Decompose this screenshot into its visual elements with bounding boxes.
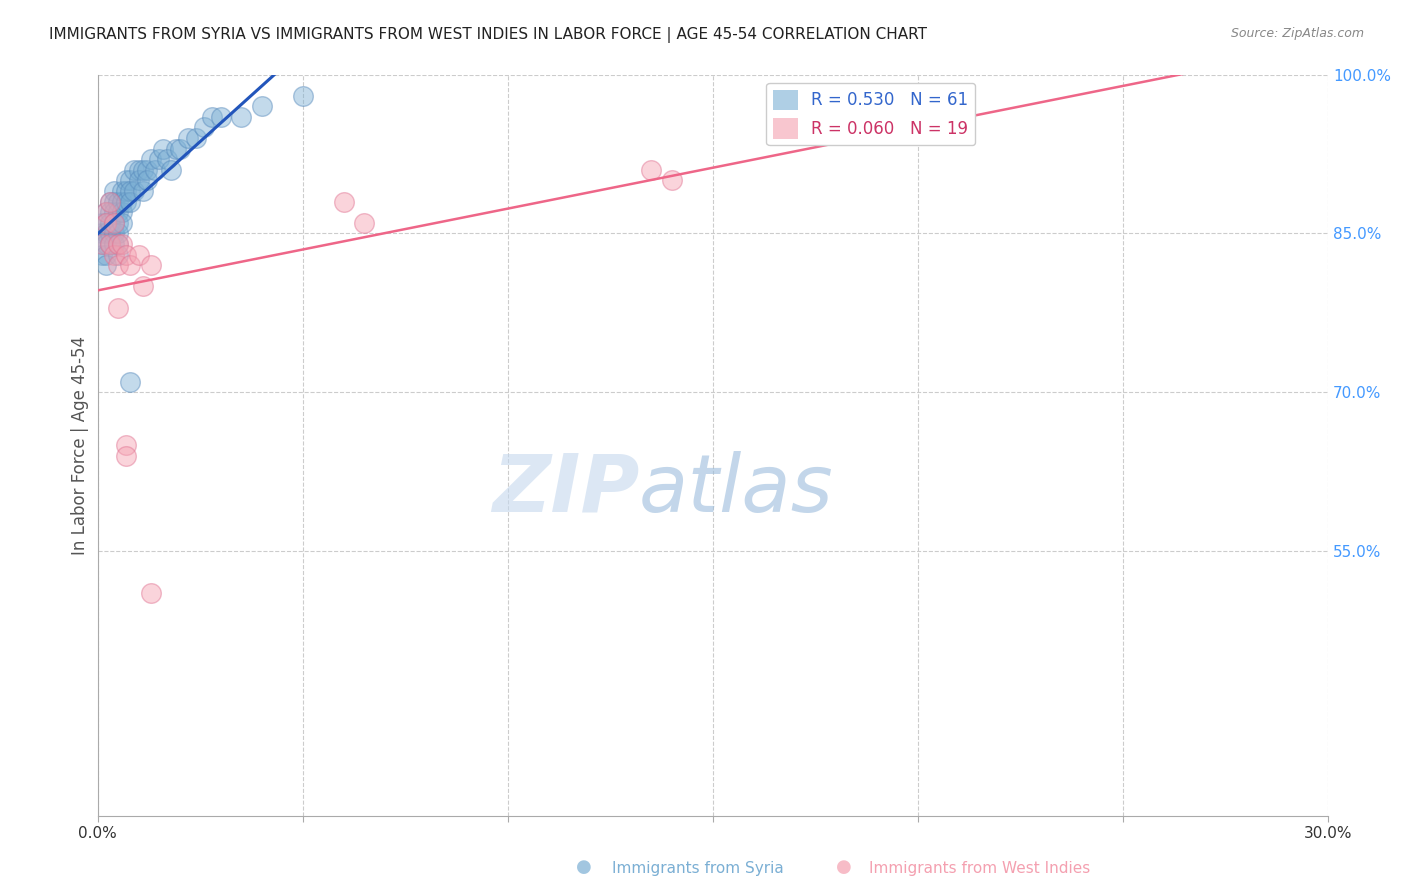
Point	[107, 205, 129, 219]
Point	[107, 247, 129, 261]
Point	[111, 237, 134, 252]
Point	[98, 216, 121, 230]
Point	[90, 247, 112, 261]
Point	[120, 184, 142, 198]
Point	[107, 258, 129, 272]
Point	[90, 237, 112, 252]
Point	[131, 279, 153, 293]
Point	[98, 194, 121, 209]
Point	[103, 216, 125, 230]
Point	[135, 173, 157, 187]
Point	[152, 142, 174, 156]
Point	[115, 438, 138, 452]
Point	[128, 247, 150, 261]
Point	[98, 237, 121, 252]
Text: IMMIGRANTS FROM SYRIA VS IMMIGRANTS FROM WEST INDIES IN LABOR FORCE | AGE 45-54 : IMMIGRANTS FROM SYRIA VS IMMIGRANTS FROM…	[49, 27, 927, 43]
Point	[250, 99, 273, 113]
Point	[107, 301, 129, 315]
Point	[90, 237, 112, 252]
Point	[115, 194, 138, 209]
Point	[111, 205, 134, 219]
Point	[332, 194, 354, 209]
Point	[94, 237, 117, 252]
Point	[98, 194, 121, 209]
Point	[120, 194, 142, 209]
Point	[184, 131, 207, 145]
Point	[291, 88, 314, 103]
Point	[231, 110, 253, 124]
Point	[120, 375, 142, 389]
Point	[640, 162, 662, 177]
Point	[111, 216, 134, 230]
Point	[115, 247, 138, 261]
Point	[115, 184, 138, 198]
Point	[98, 205, 121, 219]
Point	[107, 237, 129, 252]
Point	[160, 162, 183, 177]
Text: ●: ●	[835, 858, 852, 876]
Point	[107, 237, 129, 252]
Point	[90, 227, 112, 241]
Point	[120, 258, 142, 272]
Point	[98, 227, 121, 241]
Point	[94, 258, 117, 272]
Text: ZIP: ZIP	[492, 450, 638, 529]
Point	[124, 162, 146, 177]
Point	[148, 153, 170, 167]
Point	[103, 216, 125, 230]
Point	[103, 237, 125, 252]
Point	[139, 153, 162, 167]
Point	[94, 247, 117, 261]
Point	[94, 205, 117, 219]
Point	[193, 120, 215, 135]
Point	[131, 162, 153, 177]
Point	[177, 131, 200, 145]
Point	[94, 216, 117, 230]
Point	[107, 216, 129, 230]
Point	[115, 173, 138, 187]
Point	[135, 162, 157, 177]
Point	[98, 237, 121, 252]
Point	[107, 194, 129, 209]
Point	[103, 205, 125, 219]
Point	[128, 162, 150, 177]
Point	[169, 142, 191, 156]
Point	[111, 194, 134, 209]
Point	[156, 153, 179, 167]
Point	[94, 205, 117, 219]
Point	[131, 184, 153, 198]
Text: Immigrants from West Indies: Immigrants from West Indies	[869, 861, 1090, 876]
Text: atlas: atlas	[638, 450, 834, 529]
Point	[103, 227, 125, 241]
Point	[103, 247, 125, 261]
Point	[94, 216, 117, 230]
Point	[209, 110, 232, 124]
Point	[139, 586, 162, 600]
Point	[128, 173, 150, 187]
Point	[107, 227, 129, 241]
Point	[111, 184, 134, 198]
Point	[143, 162, 166, 177]
Legend: R = 0.530   N = 61, R = 0.060   N = 19: R = 0.530 N = 61, R = 0.060 N = 19	[766, 83, 976, 145]
Point	[165, 142, 187, 156]
Y-axis label: In Labor Force | Age 45-54: In Labor Force | Age 45-54	[72, 335, 89, 555]
Point	[201, 110, 224, 124]
Point	[139, 258, 162, 272]
Point	[103, 184, 125, 198]
Point	[353, 216, 375, 230]
Point	[90, 216, 112, 230]
Text: Source: ZipAtlas.com: Source: ZipAtlas.com	[1230, 27, 1364, 40]
Point	[115, 449, 138, 463]
Point	[103, 194, 125, 209]
Point	[661, 173, 683, 187]
Point	[120, 173, 142, 187]
Text: Immigrants from Syria: Immigrants from Syria	[612, 861, 783, 876]
Text: ●: ●	[575, 858, 592, 876]
Point	[124, 184, 146, 198]
Point	[94, 227, 117, 241]
